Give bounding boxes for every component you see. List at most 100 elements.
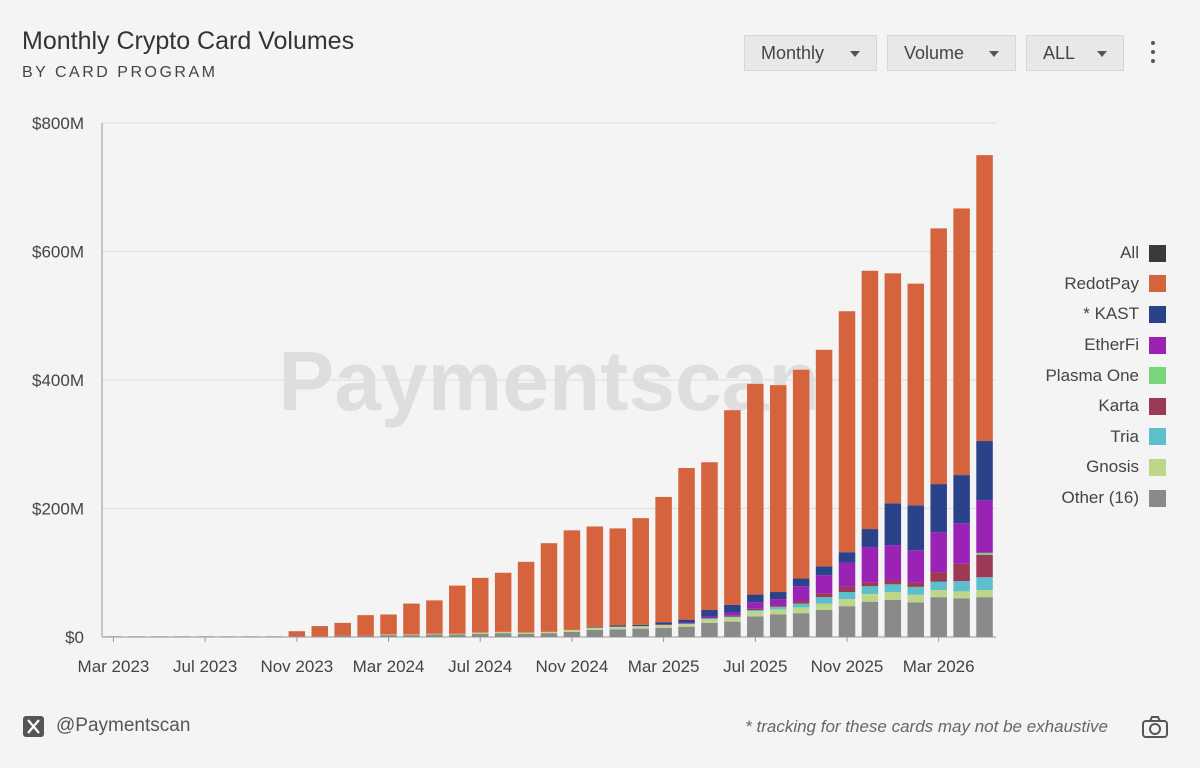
bar-segment[interactable] bbox=[655, 624, 672, 625]
bar-segment[interactable] bbox=[953, 581, 970, 592]
bar-segment[interactable] bbox=[471, 632, 489, 634]
bar-segment[interactable] bbox=[357, 635, 374, 637]
bar-segment[interactable] bbox=[151, 636, 168, 638]
bar-segment[interactable] bbox=[563, 530, 581, 630]
metric-dropdown[interactable]: Volume bbox=[887, 35, 1016, 71]
bar-segment[interactable] bbox=[632, 624, 649, 627]
bar-segment[interactable] bbox=[449, 585, 466, 634]
bar-segment[interactable] bbox=[861, 529, 879, 548]
bar-segment[interactable] bbox=[769, 609, 787, 615]
bar-segment[interactable] bbox=[586, 526, 604, 627]
bar-segment[interactable] bbox=[403, 603, 420, 635]
bar-segment[interactable] bbox=[563, 631, 581, 637]
bar-segment[interactable] bbox=[540, 631, 558, 634]
bar-segment[interactable] bbox=[976, 500, 993, 553]
bar-segment[interactable] bbox=[494, 631, 512, 634]
legend-item[interactable]: Karta bbox=[1045, 391, 1166, 422]
legend-item[interactable]: All bbox=[1045, 238, 1166, 269]
bar-segment[interactable] bbox=[861, 601, 879, 637]
bar-segment[interactable] bbox=[792, 586, 810, 602]
bar-segment[interactable] bbox=[930, 597, 947, 637]
bar-segment[interactable] bbox=[494, 572, 512, 632]
bar-segment[interactable] bbox=[380, 634, 397, 636]
bar-segment[interactable] bbox=[815, 610, 833, 637]
bar-segment[interactable] bbox=[724, 612, 741, 616]
bar-segment[interactable] bbox=[563, 629, 581, 632]
bar-segment[interactable] bbox=[792, 369, 810, 579]
bar-segment[interactable] bbox=[724, 410, 741, 605]
bar-segment[interactable] bbox=[380, 635, 397, 637]
bar-segment[interactable] bbox=[930, 572, 947, 582]
bar-segment[interactable] bbox=[678, 623, 695, 627]
bar-segment[interactable] bbox=[792, 601, 810, 604]
bar-segment[interactable] bbox=[907, 505, 925, 551]
bar-segment[interactable] bbox=[724, 621, 741, 637]
bar-segment[interactable] bbox=[701, 462, 718, 611]
bar-segment[interactable] bbox=[609, 528, 627, 626]
bar-segment[interactable] bbox=[953, 563, 970, 582]
bar-segment[interactable] bbox=[517, 561, 535, 633]
bar-segment[interactable] bbox=[907, 582, 925, 587]
x-logo-icon[interactable] bbox=[23, 716, 44, 737]
bar-segment[interactable] bbox=[838, 599, 856, 607]
bar-segment[interactable] bbox=[403, 634, 420, 636]
legend-item[interactable]: Gnosis bbox=[1045, 452, 1166, 483]
legend-item[interactable]: * KAST bbox=[1045, 299, 1166, 330]
bar-segment[interactable] bbox=[976, 554, 993, 578]
bar-segment[interactable] bbox=[861, 547, 879, 583]
bar-segment[interactable] bbox=[884, 580, 902, 585]
bar-segment[interactable] bbox=[586, 626, 604, 628]
bar-segment[interactable] bbox=[792, 607, 810, 614]
bar-segment[interactable] bbox=[884, 599, 902, 637]
bar-segment[interactable] bbox=[678, 622, 695, 624]
bar-segment[interactable] bbox=[747, 602, 764, 609]
bar-segment[interactable] bbox=[655, 622, 672, 625]
bar-segment[interactable] bbox=[288, 636, 306, 638]
bar-segment[interactable] bbox=[907, 283, 925, 506]
bar-segment[interactable] bbox=[632, 626, 649, 629]
bar-segment[interactable] bbox=[930, 590, 947, 598]
bar-segment[interactable] bbox=[769, 605, 787, 607]
legend-item[interactable]: Tria bbox=[1045, 422, 1166, 453]
bar-segment[interactable] bbox=[609, 625, 627, 627]
bar-segment[interactable] bbox=[517, 632, 535, 634]
bar-segment[interactable] bbox=[173, 636, 191, 638]
bar-segment[interactable] bbox=[265, 636, 283, 638]
bar-segment[interactable] bbox=[838, 552, 856, 563]
bar-segment[interactable] bbox=[976, 577, 993, 591]
bar-segment[interactable] bbox=[471, 577, 489, 633]
bar-segment[interactable] bbox=[792, 603, 810, 608]
bar-segment[interactable] bbox=[701, 619, 718, 623]
bar-segment[interactable] bbox=[815, 593, 833, 598]
bar-segment[interactable] bbox=[655, 628, 672, 637]
bar-segment[interactable] bbox=[815, 603, 833, 611]
bar-segment[interactable] bbox=[311, 636, 329, 638]
bar-segment[interactable] bbox=[815, 597, 833, 604]
bar-segment[interactable] bbox=[701, 622, 718, 637]
bar-segment[interactable] bbox=[426, 600, 443, 634]
bar-segment[interactable] bbox=[769, 599, 787, 606]
bar-segment[interactable] bbox=[701, 616, 718, 619]
bar-segment[interactable] bbox=[196, 636, 214, 638]
bar-segment[interactable] bbox=[747, 594, 764, 603]
bar-segment[interactable] bbox=[907, 550, 925, 583]
bar-segment[interactable] bbox=[357, 615, 374, 636]
bar-segment[interactable] bbox=[792, 613, 810, 637]
bar-segment[interactable] bbox=[655, 624, 672, 629]
bar-segment[interactable] bbox=[769, 606, 787, 610]
bar-segment[interactable] bbox=[609, 626, 627, 630]
bar-segment[interactable] bbox=[907, 586, 925, 595]
kebab-menu-icon[interactable] bbox=[1146, 41, 1160, 67]
bar-segment[interactable] bbox=[953, 591, 970, 599]
bar-segment[interactable] bbox=[747, 610, 764, 612]
bar-segment[interactable] bbox=[747, 383, 764, 595]
bar-segment[interactable] bbox=[861, 270, 879, 530]
bar-segment[interactable] bbox=[838, 562, 856, 587]
bar-segment[interactable] bbox=[655, 496, 672, 623]
bar-segment[interactable] bbox=[861, 586, 879, 594]
bar-segment[interactable] bbox=[540, 633, 558, 637]
bar-segment[interactable] bbox=[701, 610, 718, 617]
bar-segment[interactable] bbox=[838, 586, 856, 593]
bar-segment[interactable] bbox=[747, 616, 764, 637]
bar-segment[interactable] bbox=[334, 622, 351, 636]
